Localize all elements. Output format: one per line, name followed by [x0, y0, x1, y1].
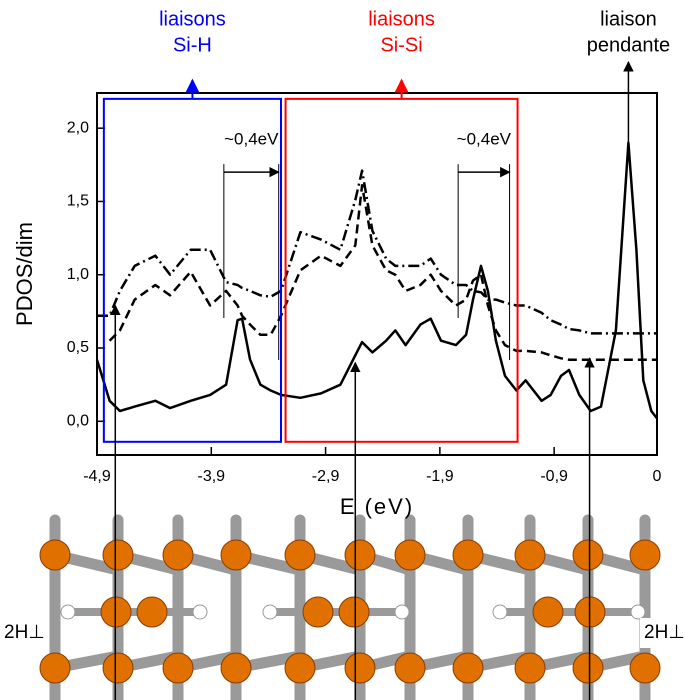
si-atom: [629, 539, 661, 571]
chart: 0,0 0,5 1,0 1,5 2,0 -4,9 -3,9 -2,9 -1,9 -0,9 0 E (e…: [12, 8, 670, 700]
region-label: Si-Si: [380, 34, 422, 56]
x-tick-label: -4,9: [83, 468, 111, 485]
si-atom: [532, 596, 564, 628]
si-atom: [344, 652, 376, 684]
series-line: [97, 169, 657, 335]
y-tick-label: 2,0: [67, 119, 89, 136]
y-tick-label: 1,0: [67, 266, 89, 283]
si-atom: [629, 652, 661, 684]
si-atom: [102, 539, 134, 571]
region-label: liaisons: [159, 8, 226, 30]
gap-label: ~0,4eV: [224, 130, 279, 149]
si-atom: [338, 596, 370, 628]
si-atom: [220, 652, 252, 684]
y-axis-label: PDOS/dim: [12, 222, 37, 326]
region-box: [102, 97, 282, 443]
structure-label: 2H⊥: [4, 622, 45, 643]
h-atom: [394, 604, 410, 620]
si-atom: [514, 652, 546, 684]
si-atom: [394, 539, 426, 571]
peak-label: liaison: [600, 8, 657, 30]
label-bg: [0, 618, 44, 648]
si-atom: [284, 539, 316, 571]
si-atom: [344, 539, 376, 571]
y-tick-label: 0,5: [67, 339, 89, 356]
h-atom: [630, 604, 646, 620]
x-tick-label: -0,9: [540, 468, 568, 485]
plot-frame: [96, 92, 658, 456]
peak-label: pendante: [587, 34, 670, 56]
x-tick-label: 0: [653, 468, 662, 485]
si-atom: [162, 652, 194, 684]
x-tick-label: -1,9: [426, 468, 454, 485]
series-line: [95, 141, 658, 420]
si-atom: [452, 652, 484, 684]
series-line: [108, 184, 657, 361]
si-atom: [102, 652, 134, 684]
si-atom: [572, 652, 604, 684]
si-atom: [284, 652, 316, 684]
si-atom: [220, 539, 252, 571]
gap-label: ~0,4eV: [457, 130, 512, 149]
si-atom: [162, 539, 194, 571]
h-atom: [192, 604, 208, 620]
h-atom: [60, 604, 76, 620]
label-bg: [640, 618, 685, 648]
si-atom: [302, 596, 334, 628]
region-label: Si-H: [173, 34, 212, 56]
x-tick-label: -3,9: [197, 468, 225, 485]
si-atom: [136, 596, 168, 628]
surface-structure: 2H⊥ 2H⊥: [0, 514, 685, 700]
y-tick-label: 0,0: [67, 413, 89, 430]
si-atom: [514, 539, 546, 571]
region-label: liaisons: [368, 8, 435, 30]
si-atom: [394, 652, 426, 684]
x-axis-label: E (eV): [340, 494, 414, 519]
si-atom: [39, 652, 71, 684]
h-atom: [262, 604, 278, 620]
x-tick-label: -2,9: [312, 468, 340, 485]
si-atom: [452, 539, 484, 571]
si-atom: [572, 539, 604, 571]
structure-label: 2H⊥: [644, 622, 685, 643]
y-tick-label: 1,5: [67, 193, 89, 210]
si-atom: [39, 539, 71, 571]
h-atom: [492, 604, 508, 620]
